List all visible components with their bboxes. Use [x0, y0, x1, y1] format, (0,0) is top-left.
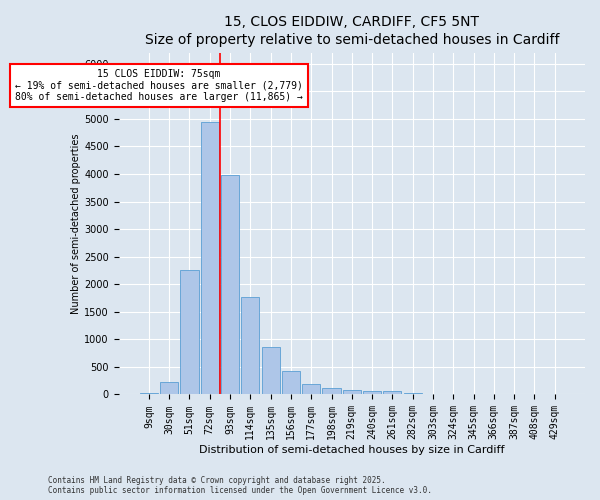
Bar — [343, 390, 361, 394]
Bar — [241, 298, 259, 394]
Bar — [302, 384, 320, 394]
Bar — [363, 391, 381, 394]
Bar — [282, 372, 300, 394]
Bar — [160, 382, 178, 394]
Bar — [221, 175, 239, 394]
Text: Contains HM Land Registry data © Crown copyright and database right 2025.
Contai: Contains HM Land Registry data © Crown c… — [48, 476, 432, 495]
Bar — [262, 347, 280, 395]
Text: 15 CLOS EIDDIW: 75sqm
← 19% of semi-detached houses are smaller (2,779)
80% of s: 15 CLOS EIDDIW: 75sqm ← 19% of semi-deta… — [15, 70, 303, 102]
Bar — [140, 393, 158, 394]
Bar — [181, 270, 199, 394]
Bar — [322, 388, 341, 394]
X-axis label: Distribution of semi-detached houses by size in Cardiff: Distribution of semi-detached houses by … — [199, 445, 505, 455]
Y-axis label: Number of semi-detached properties: Number of semi-detached properties — [71, 134, 82, 314]
Bar — [383, 392, 401, 394]
Bar — [404, 392, 422, 394]
Bar — [200, 122, 219, 394]
Title: 15, CLOS EIDDIW, CARDIFF, CF5 5NT
Size of property relative to semi-detached hou: 15, CLOS EIDDIW, CARDIFF, CF5 5NT Size o… — [145, 15, 559, 48]
